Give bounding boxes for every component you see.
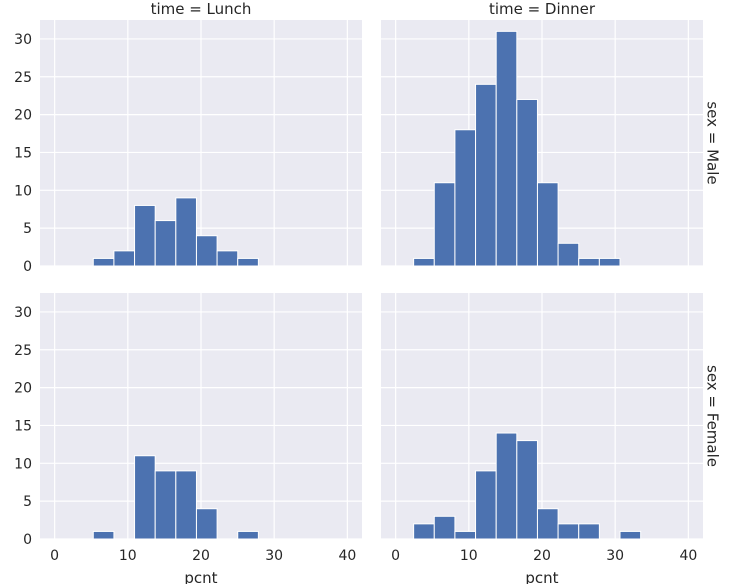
histogram-bar <box>619 530 642 540</box>
x-tick-label: 20 <box>192 548 210 564</box>
column-title: time = Lunch <box>151 0 252 18</box>
histogram-bar <box>92 257 115 267</box>
histogram-bar <box>92 530 115 540</box>
histogram-bar <box>154 470 177 540</box>
histogram-bar <box>237 257 259 267</box>
histogram-bar <box>475 470 497 540</box>
histogram-bar <box>516 98 538 267</box>
histogram-bar <box>578 257 600 267</box>
histogram-bar <box>536 182 559 267</box>
histogram-bar <box>495 432 518 540</box>
y-tick-label: 15 <box>14 145 32 161</box>
facet-panel-0-0 <box>40 20 362 267</box>
x-tick-label: 30 <box>265 548 283 564</box>
y-tick-label: 30 <box>14 305 32 321</box>
facet-panel-1-0 <box>40 293 362 540</box>
histogram-bar <box>433 182 456 267</box>
x-tick-label: 30 <box>606 548 624 564</box>
x-tick-label: 10 <box>460 548 478 564</box>
x-tick-label: 0 <box>50 548 59 564</box>
x-tick-label: 40 <box>338 548 356 564</box>
y-tick-label: 5 <box>23 494 32 510</box>
histogram-bar <box>454 530 477 540</box>
y-tick-label: 15 <box>14 418 32 434</box>
histogram-bar <box>557 523 580 540</box>
histogram-bar <box>134 455 156 540</box>
y-tick-label: 10 <box>14 456 32 472</box>
histogram-bar <box>237 530 259 540</box>
y-tick-label: 20 <box>14 381 32 397</box>
y-tick-label: 0 <box>23 532 32 548</box>
histogram-bar <box>134 204 156 267</box>
histogram-bar <box>175 197 197 267</box>
histogram-bar <box>195 235 218 267</box>
x-tick-label: 40 <box>679 548 697 564</box>
x-tick-label: 20 <box>533 548 551 564</box>
row-title: sex = Male <box>704 101 722 184</box>
y-tick-label: 10 <box>14 183 32 199</box>
y-tick-label: 25 <box>14 343 32 359</box>
histogram-bar <box>216 250 239 267</box>
y-tick-label: 25 <box>14 70 32 86</box>
x-tick-label: 10 <box>119 548 137 564</box>
y-tick-label: 20 <box>14 108 32 124</box>
y-tick-label: 30 <box>14 32 32 48</box>
y-tick-label: 5 <box>23 221 32 237</box>
y-tick-label: 0 <box>23 259 32 275</box>
facet-panel-1-1 <box>381 293 703 540</box>
histogram-bar <box>557 242 580 267</box>
histogram-bar <box>175 470 197 540</box>
histogram-bar <box>413 257 435 267</box>
x-tick-label: 0 <box>391 548 400 564</box>
histogram-bar <box>113 250 136 267</box>
histogram-bar <box>536 508 559 540</box>
x-axis-label: pcnt <box>184 569 217 584</box>
x-axis-label: pcnt <box>525 569 558 584</box>
histogram-bar <box>154 220 177 267</box>
histogram-bar <box>598 257 621 267</box>
histogram-bar <box>475 83 497 267</box>
histogram-bar <box>578 523 600 540</box>
row-title: sex = Female <box>704 365 722 467</box>
histogram-bar <box>495 30 518 267</box>
histogram-bar <box>433 515 456 540</box>
column-title: time = Dinner <box>489 0 596 18</box>
histogram-bar <box>454 129 477 267</box>
histogram-bar <box>413 523 435 540</box>
facet-panel-0-1 <box>381 20 703 267</box>
histogram-bar <box>516 440 538 540</box>
histogram-bar <box>195 508 218 540</box>
